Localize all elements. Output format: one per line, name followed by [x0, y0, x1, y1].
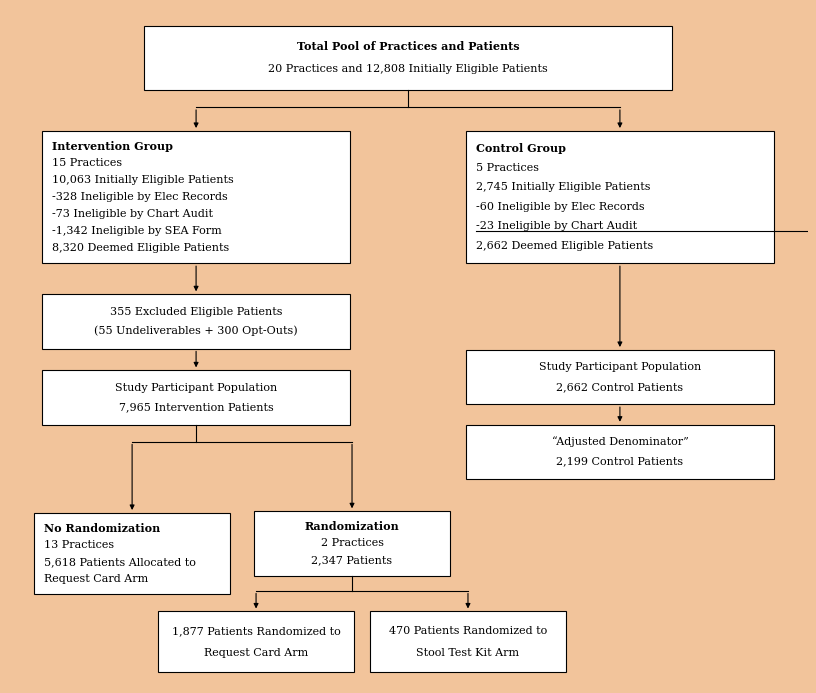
FancyBboxPatch shape [466, 131, 774, 263]
Text: 1,877 Patients Randomized to: 1,877 Patients Randomized to [171, 626, 340, 636]
FancyBboxPatch shape [42, 131, 350, 263]
Text: Request Card Arm: Request Card Arm [44, 574, 148, 584]
Text: Randomization: Randomization [304, 521, 399, 532]
Text: 15 Practices: 15 Practices [51, 158, 122, 168]
Text: 470 Patients Randomized to: 470 Patients Randomized to [389, 626, 547, 636]
FancyBboxPatch shape [144, 26, 672, 90]
Text: Control Group: Control Group [476, 143, 565, 154]
Text: No Randomization: No Randomization [44, 523, 160, 534]
Text: Study Participant Population: Study Participant Population [539, 362, 701, 372]
Text: 2,745 Initially Eligible Patients: 2,745 Initially Eligible Patients [476, 182, 650, 193]
Text: Study Participant Population: Study Participant Population [115, 383, 277, 393]
Text: -23 Ineligible by Chart Audit: -23 Ineligible by Chart Audit [476, 221, 636, 231]
Text: 2,199 Control Patients: 2,199 Control Patients [557, 457, 684, 466]
Text: (55 Undeliverables + 300 Opt-Outs): (55 Undeliverables + 300 Opt-Outs) [95, 326, 298, 336]
Text: 2,662 Deemed Eligible Patients: 2,662 Deemed Eligible Patients [476, 240, 653, 251]
Text: 2,347 Patients: 2,347 Patients [312, 555, 392, 565]
Text: Stool Test Kit Arm: Stool Test Kit Arm [416, 648, 520, 658]
Text: 7,965 Intervention Patients: 7,965 Intervention Patients [118, 402, 273, 412]
Text: -73 Ineligible by Chart Audit: -73 Ineligible by Chart Audit [51, 209, 213, 219]
Text: 355 Excluded Eligible Patients: 355 Excluded Eligible Patients [110, 307, 282, 317]
Text: 5,618 Patients Allocated to: 5,618 Patients Allocated to [44, 557, 196, 567]
Text: -328 Ineligible by Elec Records: -328 Ineligible by Elec Records [51, 192, 228, 202]
Text: 2,662 Control Patients: 2,662 Control Patients [557, 382, 684, 392]
FancyBboxPatch shape [466, 350, 774, 404]
Text: “Adjusted Denominator”: “Adjusted Denominator” [552, 437, 688, 448]
Text: 10,063 Initially Eligible Patients: 10,063 Initially Eligible Patients [51, 175, 233, 185]
Text: Total Pool of Practices and Patients: Total Pool of Practices and Patients [297, 41, 519, 52]
FancyBboxPatch shape [42, 295, 350, 349]
FancyBboxPatch shape [158, 611, 354, 672]
Text: 13 Practices: 13 Practices [44, 540, 114, 550]
Text: 20 Practices and 12,808 Initially Eligible Patients: 20 Practices and 12,808 Initially Eligib… [268, 64, 548, 74]
FancyBboxPatch shape [34, 513, 230, 595]
Text: -1,342 Ineligible by SEA Form: -1,342 Ineligible by SEA Form [51, 226, 221, 236]
Text: 2 Practices: 2 Practices [321, 538, 384, 548]
FancyBboxPatch shape [254, 511, 450, 576]
FancyBboxPatch shape [466, 425, 774, 479]
Text: 8,320 Deemed Eligible Patients: 8,320 Deemed Eligible Patients [51, 243, 229, 253]
Text: Request Card Arm: Request Card Arm [204, 648, 308, 658]
Text: -60 Ineligible by Elec Records: -60 Ineligible by Elec Records [476, 202, 644, 212]
Text: Intervention Group: Intervention Group [51, 141, 173, 152]
FancyBboxPatch shape [42, 370, 350, 425]
FancyBboxPatch shape [370, 611, 566, 672]
Text: 5 Practices: 5 Practices [476, 163, 539, 173]
